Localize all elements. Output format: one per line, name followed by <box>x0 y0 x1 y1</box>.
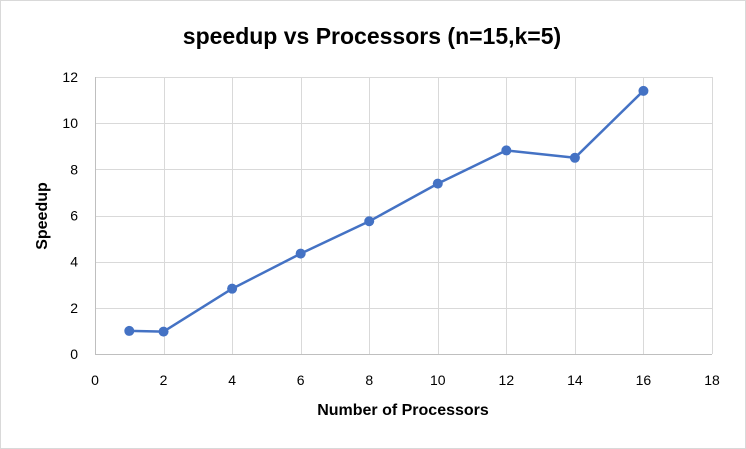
series-line <box>129 89 645 333</box>
y-tick-label: 4 <box>70 254 78 270</box>
data-point <box>124 325 135 336</box>
y-tick-label: 0 <box>70 346 78 362</box>
x-tick-label: 14 <box>567 372 583 388</box>
x-tick-label: 12 <box>499 372 515 388</box>
chart-title: speedup vs Processors (n=15,k=5) <box>183 23 561 49</box>
y-axis-label: Speedup <box>34 182 51 250</box>
x-tick-label: 4 <box>228 372 236 388</box>
x-tick-labels: 0 2 4 6 8 10 12 14 16 18 <box>91 372 720 388</box>
y-tick-label: 10 <box>62 115 78 131</box>
data-point <box>364 216 375 227</box>
gridlines <box>95 77 713 354</box>
data-point <box>295 248 306 259</box>
x-tick-label: 6 <box>297 372 305 388</box>
y-tick-label: 2 <box>70 300 78 316</box>
data-point <box>569 152 580 163</box>
data-point <box>501 145 512 156</box>
data-point <box>227 283 238 294</box>
x-tick-label: 8 <box>365 372 373 388</box>
x-tick-label: 0 <box>91 372 99 388</box>
x-tick-label: 16 <box>636 372 652 388</box>
y-tick-label: 12 <box>62 69 78 85</box>
series-group <box>124 85 649 337</box>
data-point <box>638 85 649 96</box>
x-tick-label: 18 <box>704 372 720 388</box>
x-tick-label: 10 <box>430 372 446 388</box>
y-tick-label: 6 <box>70 208 78 224</box>
y-tick-labels: 0 2 4 6 8 10 12 <box>62 69 78 362</box>
y-tick-label: 8 <box>70 161 78 177</box>
axes <box>95 77 712 355</box>
x-axis-label: Number of Processors <box>317 402 489 419</box>
data-point <box>432 178 443 189</box>
x-tick-label: 2 <box>160 372 168 388</box>
data-point <box>158 326 169 337</box>
